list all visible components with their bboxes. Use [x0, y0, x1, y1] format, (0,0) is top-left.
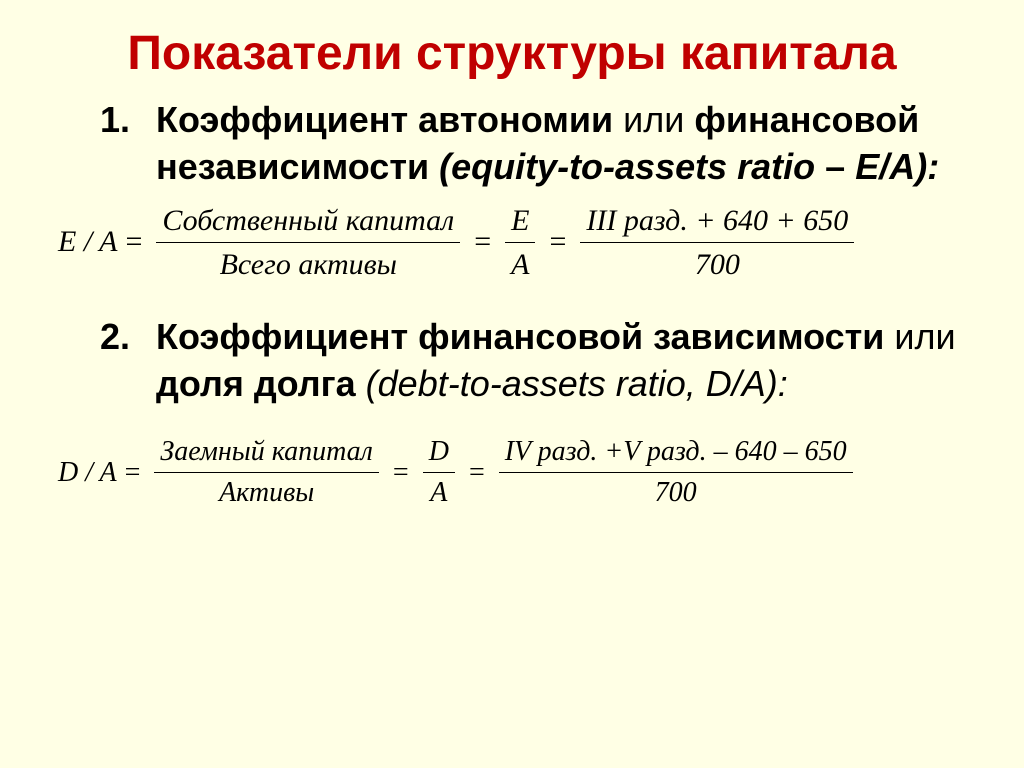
fraction: E A [505, 201, 535, 284]
text: или [894, 316, 955, 357]
fraction-bar [154, 472, 379, 473]
fraction-bar [505, 242, 535, 243]
page-title: Показатели структуры капитала [40, 26, 984, 81]
fraction-bar [499, 472, 853, 473]
fraction-numerator: III разд. + 640 + 650 [580, 201, 854, 240]
formula-2: D / A = Заемный капитал Активы = D A = I… [58, 434, 984, 512]
equals-sign: = [549, 225, 566, 259]
fraction-denominator: A [424, 475, 453, 511]
fraction-denominator: 700 [689, 245, 746, 284]
fraction-numerator: D [423, 434, 455, 470]
text-italic: (debt-to-assets ratio, D/A): [366, 363, 788, 404]
fraction-bar [423, 472, 455, 473]
fraction-denominator: A [505, 245, 535, 284]
equals-sign: = [393, 457, 409, 489]
fraction-denominator: Всего активы [214, 245, 403, 284]
formula-1: E / A = Собственный капитал Всего активы… [58, 201, 984, 284]
list-item-2: 2. Коэффициент финансовой зависимости ил… [100, 314, 984, 408]
text-bold: доля долга [156, 363, 366, 404]
fraction-numerator: E [505, 201, 535, 240]
text-bold: Коэффициент финансовой зависимости [156, 316, 894, 357]
fraction-bar [580, 242, 854, 243]
text-bold-italic: E/A): [855, 146, 939, 187]
formula-lhs: E / A [58, 225, 117, 259]
list-body: Коэффициент финансовой зависимости или д… [156, 314, 984, 408]
fraction-denominator: 700 [649, 475, 703, 511]
fraction-bar [156, 242, 460, 243]
formula-lhs: D / A [58, 457, 117, 489]
fraction-denominator: Активы [213, 475, 320, 511]
slide: Показатели структуры капитала 1. Коэффиц… [0, 0, 1024, 768]
fraction-numerator: Собственный капитал [156, 201, 460, 240]
fraction: Заемный капитал Активы [154, 434, 379, 512]
list-number: 1. [100, 97, 156, 144]
equals-sign: = [125, 457, 141, 489]
equals-sign: = [469, 457, 485, 489]
equals-sign: = [125, 225, 142, 259]
equals-sign: = [474, 225, 491, 259]
spacer [40, 416, 984, 424]
fraction: D A [423, 434, 455, 512]
text-bold-italic: (equity-to-assets ratio [439, 146, 825, 187]
fraction: III разд. + 640 + 650 700 [580, 201, 854, 284]
list-item-1: 1. Коэффициент автономии или финансовой … [100, 97, 984, 191]
text-bold: Коэффициент автономии [156, 99, 613, 140]
text: или [613, 99, 694, 140]
fraction: Собственный капитал Всего активы [156, 201, 460, 284]
list-number: 2. [100, 314, 156, 361]
text-bold: – [825, 146, 855, 187]
fraction-numerator: IV разд. +V разд. – 640 – 650 [499, 434, 853, 470]
list-body: Коэффициент автономии или финансовой нез… [156, 97, 984, 191]
fraction: IV разд. +V разд. – 640 – 650 700 [499, 434, 853, 512]
fraction-numerator: Заемный капитал [154, 434, 379, 470]
